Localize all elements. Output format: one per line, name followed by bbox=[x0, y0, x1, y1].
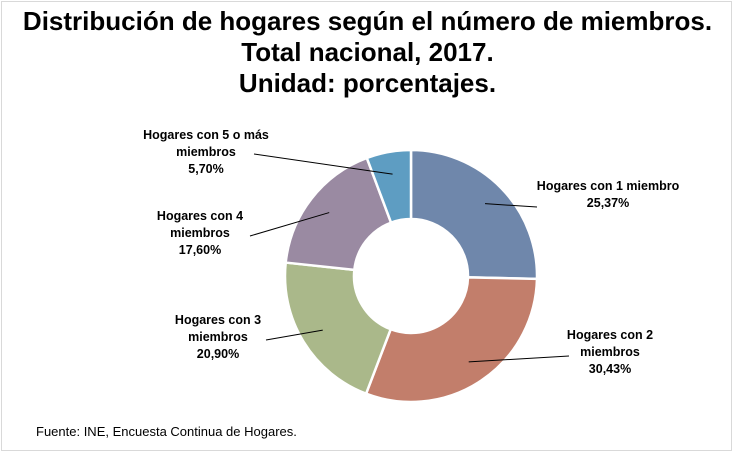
data-label-1: Hogares con 1 miembro 25,37% bbox=[537, 179, 680, 210]
donut-slices bbox=[283, 148, 539, 404]
data-label-2: Hogares con 2 miembros 30,43% bbox=[567, 328, 653, 376]
chart-title: Distribución de hogares según el número … bbox=[0, 6, 735, 99]
leader-line-1 bbox=[484, 203, 538, 208]
source-note: Fuente: INE, Encuesta Continua de Hogare… bbox=[36, 424, 297, 439]
slice-2 bbox=[364, 276, 539, 404]
data-labels: Hogares con 1 miembro 25,37% Hogares con 2… bbox=[143, 128, 679, 376]
data-label-3: Hogares con 3 miembros 20,90% bbox=[175, 313, 261, 361]
title-line-1: Distribución de hogares según el número … bbox=[22, 6, 713, 36]
title-line-3: Unidad: porcentajes. bbox=[238, 68, 497, 98]
leader-line-4 bbox=[249, 212, 330, 237]
slice-3 bbox=[283, 261, 393, 396]
leader-line-5 bbox=[253, 153, 393, 175]
leader-line-2 bbox=[468, 355, 570, 363]
leader-line-3 bbox=[265, 329, 323, 341]
slice-5 bbox=[365, 148, 413, 225]
slice-1 bbox=[409, 148, 539, 281]
data-label-5: Hogares con 5 o más miembros 5,70% bbox=[143, 128, 269, 176]
title-line-2: Total nacional, 2017. bbox=[241, 37, 494, 67]
leader-lines bbox=[249, 153, 570, 363]
data-label-4: Hogares con 4 miembros 17,60% bbox=[157, 209, 243, 257]
